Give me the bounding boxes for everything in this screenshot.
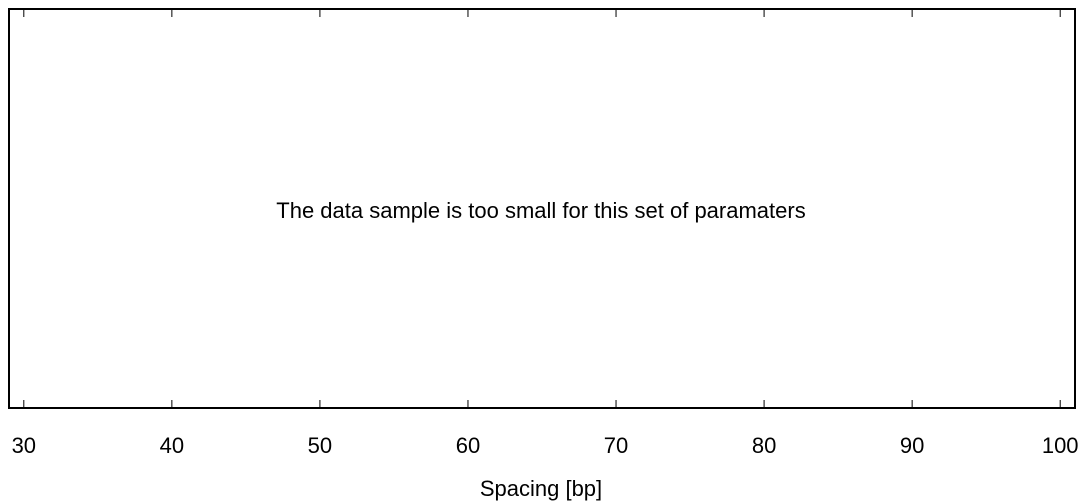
x-tick-label-90: 90 xyxy=(900,433,924,458)
x-axis-tick-labels: 30 40 50 60 70 80 90 100 xyxy=(12,433,1079,458)
x-tick-label-100: 100 xyxy=(1042,433,1079,458)
x-axis-title: Spacing [bp] xyxy=(480,476,602,501)
no-data-message: The data sample is too small for this se… xyxy=(276,198,805,223)
x-tick-label-40: 40 xyxy=(160,433,184,458)
x-tick-label-70: 70 xyxy=(604,433,628,458)
x-axis-ticks xyxy=(23,9,1061,408)
x-tick-label-30: 30 xyxy=(12,433,36,458)
x-tick-label-60: 60 xyxy=(456,433,480,458)
x-tick-label-50: 50 xyxy=(308,433,332,458)
x-tick-label-80: 80 xyxy=(752,433,776,458)
plot-area-frame xyxy=(8,8,1076,409)
